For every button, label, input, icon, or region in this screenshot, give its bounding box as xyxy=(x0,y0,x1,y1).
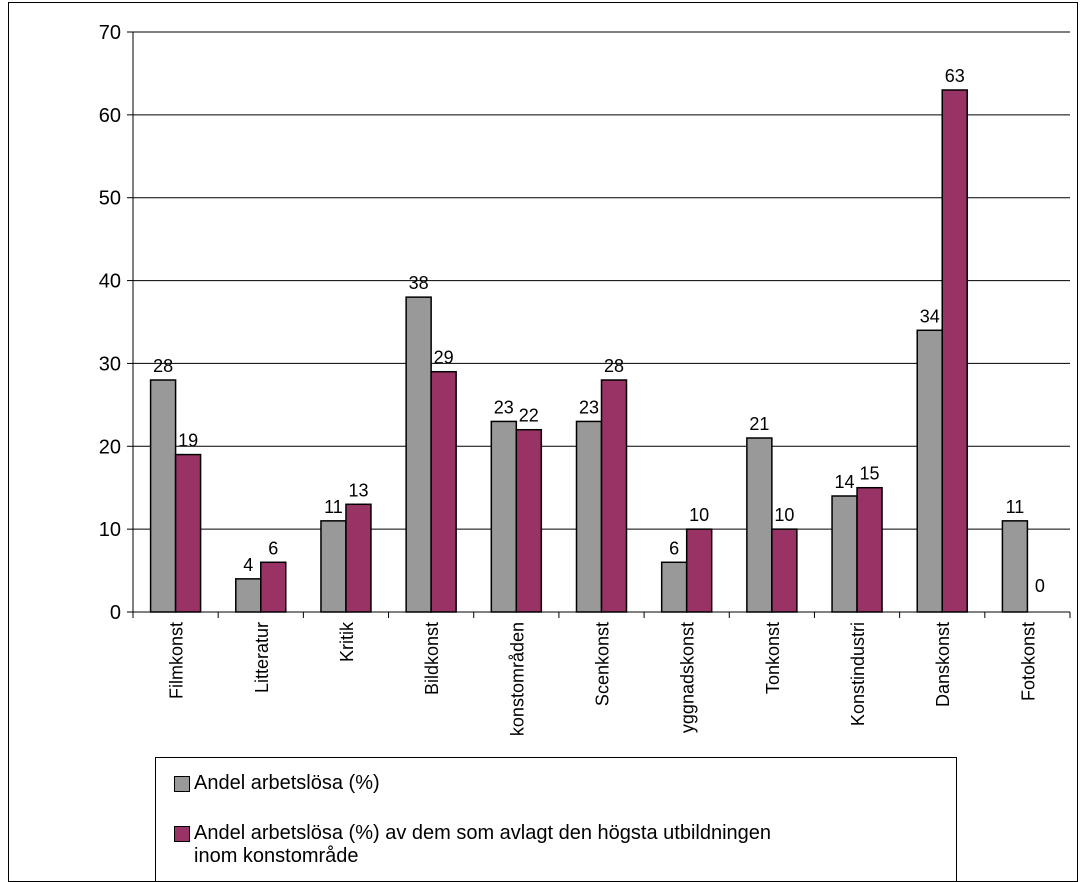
bar xyxy=(235,578,262,613)
data-label: 22 xyxy=(519,406,539,426)
data-label: 21 xyxy=(749,414,769,434)
data-label: 29 xyxy=(434,348,454,368)
y-tick-label: 60 xyxy=(99,105,121,127)
bar xyxy=(174,453,202,613)
x-tick-label: Bildkonst xyxy=(422,622,442,695)
legend: Andel arbetslösa (%) Andel arbetslösa (%… xyxy=(155,757,957,882)
legend-swatch-series-1 xyxy=(174,776,190,792)
bar xyxy=(746,437,773,613)
x-tick-label: Kritik xyxy=(337,621,357,662)
data-label: 14 xyxy=(835,472,855,492)
data-label: 28 xyxy=(604,356,624,376)
bar xyxy=(831,495,858,613)
data-label: 34 xyxy=(920,306,940,326)
y-tick-label: 30 xyxy=(99,353,121,375)
data-label: 6 xyxy=(268,538,278,558)
bar xyxy=(260,561,287,613)
bar xyxy=(941,89,968,613)
bar xyxy=(660,561,688,613)
bar xyxy=(575,420,603,613)
y-tick-label: 10 xyxy=(99,519,121,541)
bar xyxy=(771,528,798,613)
data-label: 63 xyxy=(945,66,965,86)
bar xyxy=(320,520,347,613)
x-tick-label: Filmkonst xyxy=(167,622,187,699)
y-tick-label: 70 xyxy=(99,22,121,44)
data-label: 4 xyxy=(243,555,253,575)
bars xyxy=(149,89,1029,613)
data-label: 28 xyxy=(153,356,173,376)
data-label: 15 xyxy=(860,464,880,484)
bar xyxy=(345,503,372,613)
data-label: 6 xyxy=(669,538,679,558)
bar xyxy=(490,420,518,613)
gridlines xyxy=(133,31,1070,530)
y-tick-label: 50 xyxy=(99,188,121,210)
bar xyxy=(149,379,177,613)
y-tick-label: 0 xyxy=(110,602,121,624)
x-tick-label: Danskonst xyxy=(933,622,953,707)
data-label: 11 xyxy=(1006,497,1025,517)
data-label: 19 xyxy=(178,431,198,451)
data-label: 23 xyxy=(579,397,599,417)
legend-item-series-2: Andel arbetslösa (%) av dem som avlagt d… xyxy=(174,822,804,868)
bar xyxy=(685,528,713,613)
bar xyxy=(856,486,883,613)
x-tick-label: Tonkonst xyxy=(763,622,783,694)
legend-swatch-series-2 xyxy=(174,826,190,842)
y-tick-label: 40 xyxy=(99,271,121,293)
data-label: 10 xyxy=(774,505,794,525)
bar xyxy=(430,370,457,613)
data-label: 13 xyxy=(348,480,368,500)
x-tick-label: Scenkonst xyxy=(593,622,613,706)
x-tick-label: Konstindustri xyxy=(848,622,868,726)
bar xyxy=(600,379,628,613)
bar xyxy=(515,428,543,613)
y-tick-label: 20 xyxy=(99,436,121,458)
legend-item-series-1: Andel arbetslösa (%) xyxy=(174,772,804,795)
x-tick-label: Fotokonst xyxy=(1018,622,1038,701)
data-label: 0 xyxy=(1035,576,1045,596)
x-tick-label: Litteratur xyxy=(252,622,272,693)
data-label: 23 xyxy=(494,397,514,417)
x-tick-label: konstområden xyxy=(507,622,527,736)
bar xyxy=(405,296,432,613)
data-label: 10 xyxy=(689,505,709,525)
bar xyxy=(916,329,943,613)
data-label: 38 xyxy=(409,273,429,293)
legend-label-series-2: Andel arbetslösa (%) av dem som avlagt d… xyxy=(194,822,772,867)
bar xyxy=(1001,520,1029,613)
data-label: 11 xyxy=(324,497,343,517)
legend-label-series-1: Andel arbetslösa (%) xyxy=(194,772,380,794)
x-tick-label: yggnadskonst xyxy=(678,622,698,733)
